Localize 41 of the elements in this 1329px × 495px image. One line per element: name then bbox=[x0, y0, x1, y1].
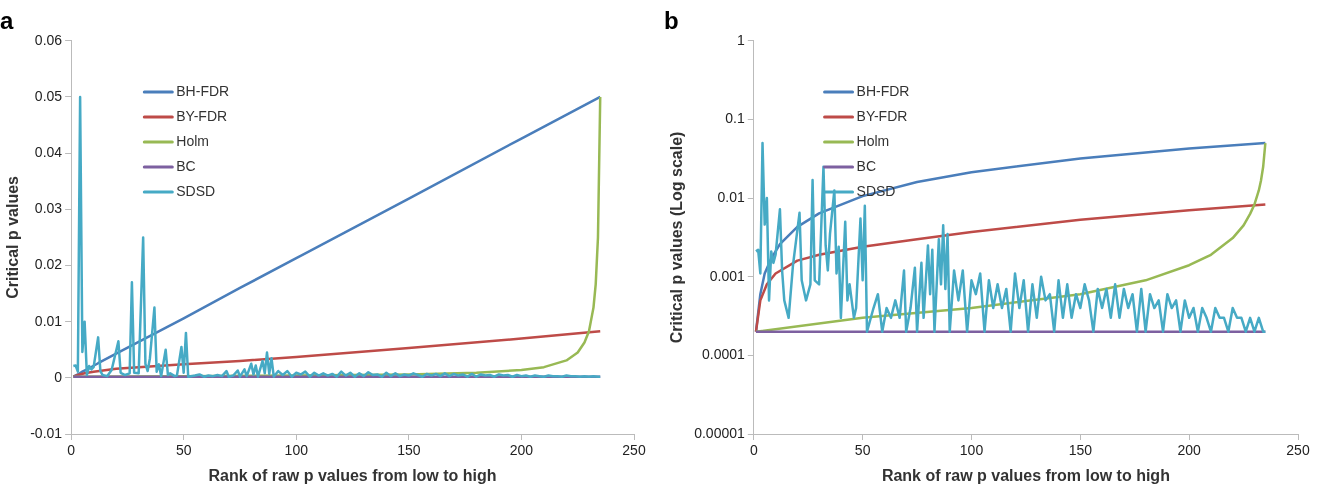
legend-label: BC bbox=[856, 157, 876, 174]
x-tick-label: 100 bbox=[284, 442, 309, 459]
legend-label: BH-FDR bbox=[856, 82, 910, 99]
legend-label: BY-FDR bbox=[856, 107, 908, 124]
x-tick-label: 150 bbox=[397, 442, 421, 459]
x-tick-label: 250 bbox=[622, 442, 646, 459]
x-tick-label: 250 bbox=[1286, 442, 1310, 459]
x-tick-label: 100 bbox=[959, 442, 984, 459]
y-tick-label: 0.01 bbox=[717, 188, 746, 205]
y-tick-label: 1 bbox=[737, 31, 746, 48]
x-tick-label: 200 bbox=[1177, 442, 1202, 459]
x-tick-label: 50 bbox=[854, 442, 871, 459]
y-tick-label: 0.00001 bbox=[694, 424, 746, 441]
x-axis-title: Rank of raw p values from low to high bbox=[208, 466, 497, 484]
legend-label: Holm bbox=[856, 132, 890, 149]
y-tick-label: 0.02 bbox=[34, 256, 63, 273]
chart-title: a bbox=[0, 7, 14, 35]
y-tick-label: 0.01 bbox=[34, 312, 63, 329]
x-tick-label: 200 bbox=[509, 442, 534, 459]
y-axis-title: Critical p values (Log scale) bbox=[668, 131, 686, 344]
y-tick-label: 0.06 bbox=[34, 31, 63, 48]
y-tick-label: 0.0001 bbox=[701, 346, 746, 363]
chart-title: b bbox=[664, 7, 679, 35]
legend-label: Holm bbox=[176, 132, 209, 149]
x-tick-label: 0 bbox=[67, 442, 76, 459]
y-tick-label: 0.001 bbox=[709, 267, 746, 284]
y-tick-label: 0 bbox=[54, 368, 63, 385]
y-tick-label: -0.01 bbox=[30, 424, 63, 441]
legend-label: BY-FDR bbox=[176, 107, 228, 124]
y-tick-label: 0.05 bbox=[34, 87, 63, 104]
y-tick-label: 0.04 bbox=[34, 144, 63, 160]
legend-label: BH-FDR bbox=[176, 82, 230, 99]
y-tick-label: 0.1 bbox=[725, 110, 746, 127]
y-axis-title: Critical p values bbox=[4, 175, 22, 299]
x-tick-label: 0 bbox=[749, 442, 758, 459]
x-tick-label: 150 bbox=[1068, 442, 1093, 459]
legend-label: SDSD bbox=[176, 182, 216, 199]
x-axis-title: Rank of raw p values from low to high bbox=[881, 466, 1170, 484]
y-tick-label: 0.03 bbox=[34, 200, 63, 217]
x-tick-label: 50 bbox=[175, 442, 192, 459]
legend-label: BC bbox=[176, 157, 196, 174]
